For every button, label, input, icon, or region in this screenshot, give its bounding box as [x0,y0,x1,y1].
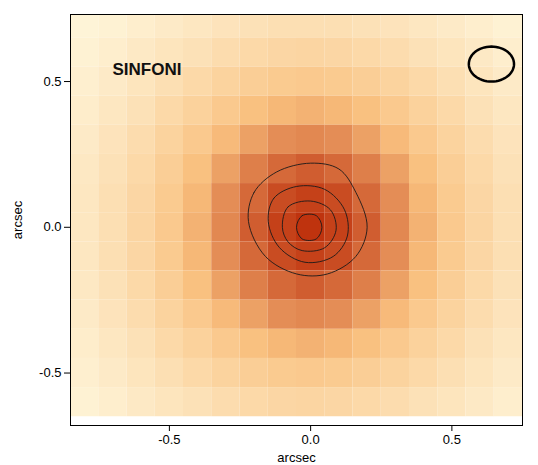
svg-text:-0.5: -0.5 [158,432,180,447]
svg-text:-0.5: -0.5 [39,365,61,380]
svg-text:0.0: 0.0 [43,219,61,234]
svg-text:arcsec: arcsec [10,200,25,239]
svg-text:SINFONI: SINFONI [113,60,182,79]
svg-text:0.5: 0.5 [43,74,61,89]
svg-text:0.0: 0.0 [302,432,320,447]
svg-text:arcsec: arcsec [277,450,316,465]
svg-text:0.5: 0.5 [443,432,461,447]
